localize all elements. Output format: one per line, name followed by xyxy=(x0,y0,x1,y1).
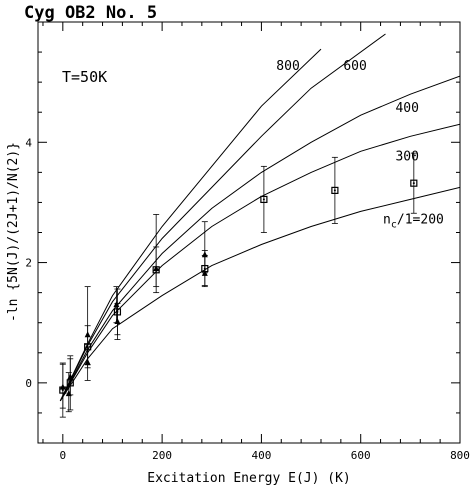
y-tick-label: 2 xyxy=(25,257,32,270)
data-points xyxy=(59,152,418,418)
model-curves xyxy=(59,33,460,402)
chart-labels: 800 600 400 300 nc/1=200 xyxy=(276,59,444,230)
square-point-center xyxy=(69,381,72,384)
square-point xyxy=(113,308,122,316)
model-curve xyxy=(59,186,460,402)
square-point xyxy=(201,264,209,273)
model-curve xyxy=(59,123,460,402)
square-point-center xyxy=(61,389,64,392)
y-tick-label: 4 xyxy=(25,136,32,149)
square-point xyxy=(84,343,92,351)
x-tick-label: 600 xyxy=(351,449,371,462)
triangle-point xyxy=(113,301,120,308)
curve-label: 300 xyxy=(395,149,418,164)
square-point-center xyxy=(203,267,206,270)
square-point xyxy=(331,186,339,194)
chart-title: Cyg OB2 No. 5 xyxy=(24,3,157,23)
curve-label: 600 xyxy=(343,59,366,74)
model-curve xyxy=(59,48,322,402)
model-curve xyxy=(59,75,460,402)
curve-label: 800 xyxy=(276,59,299,74)
x-axis-label: Excitation Energy E(J) (K) xyxy=(147,471,351,486)
nc-curve-label: nc/1=200 xyxy=(383,212,444,230)
y-tick-label: 0 xyxy=(25,377,32,390)
square-point xyxy=(260,195,268,204)
nc-label-sub: c xyxy=(391,219,397,230)
square-point-center xyxy=(86,345,89,348)
x-tick-label: 200 xyxy=(152,449,172,462)
square-point-center xyxy=(412,182,415,185)
y-axis-label: -ln {5N(J)/(2J+1)/N(2)} xyxy=(6,142,21,322)
nc-label-rest: /1=200 xyxy=(397,212,444,227)
x-tick-label: 0 xyxy=(60,449,67,462)
square-point-center xyxy=(262,198,265,201)
nc-label-n: n xyxy=(383,212,391,227)
square-point-center xyxy=(116,310,119,313)
square-point-center xyxy=(155,268,158,271)
temperature-annotation: T=50K xyxy=(62,68,107,86)
x-tick-label: 800 xyxy=(450,449,470,462)
square-point xyxy=(152,266,160,274)
x-tick-label: 400 xyxy=(251,449,271,462)
curve-label: 400 xyxy=(395,101,418,116)
square-point-center xyxy=(333,189,336,192)
square-point xyxy=(410,179,418,187)
model-curve xyxy=(59,33,386,402)
square-point xyxy=(59,386,67,394)
axis-ticks: 0 200 400 600 800 0 2 4 xyxy=(25,21,470,462)
square-point xyxy=(66,379,74,387)
